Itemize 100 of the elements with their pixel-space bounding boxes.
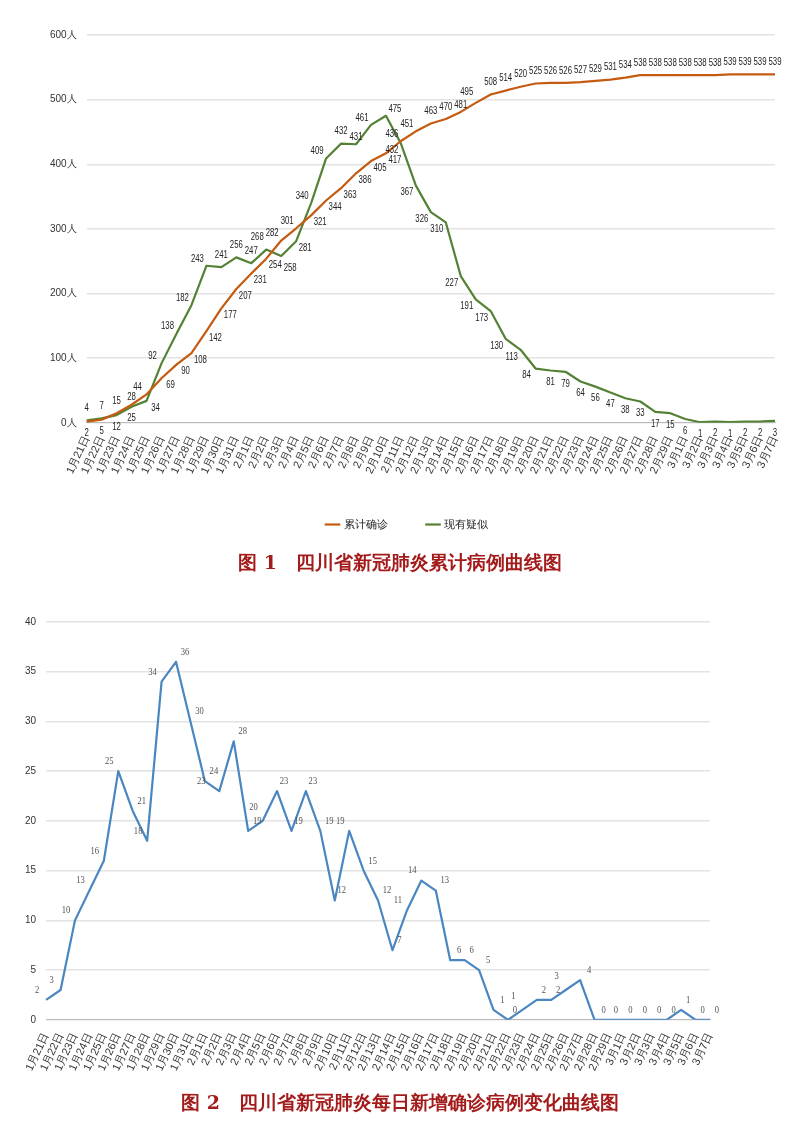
data-label: 2 [556, 982, 561, 996]
data-label: 405 [373, 161, 387, 174]
data-label: 21 [137, 793, 147, 807]
y-tick-label: 20 [25, 814, 37, 826]
data-label: 0 [601, 1002, 606, 1015]
data-label: 182 [175, 292, 189, 304]
data-label: 24 [209, 763, 219, 777]
data-label: 34 [148, 664, 157, 677]
data-label: 16 [90, 843, 100, 856]
data-label: 142 [208, 331, 222, 344]
data-label: 7 [397, 933, 402, 946]
data-label: 282 [265, 227, 279, 239]
data-label: 531 [603, 61, 617, 73]
data-label: 539 [723, 56, 737, 68]
y-tick-label: 400人 [50, 158, 77, 170]
data-label: 247 [244, 245, 258, 257]
data-label: 520 [514, 68, 528, 80]
data-label: 4 [84, 402, 89, 414]
data-label: 7 [99, 400, 104, 412]
y-tick-label: 10 [25, 914, 37, 926]
y-tick-label: 0人 [61, 416, 77, 428]
data-label: 301 [280, 215, 294, 227]
data-label: 6 [469, 943, 474, 956]
data-label: 6 [683, 424, 688, 436]
data-label: 113 [505, 350, 518, 362]
data-label: 25 [127, 412, 136, 424]
text: 图 1 四川省新冠肺炎累计病例曲线图 [237, 550, 563, 575]
legend-label: 现有疑似 [444, 517, 488, 530]
data-label: 0 [642, 1002, 648, 1015]
data-label: 258 [283, 261, 297, 274]
data-label: 191 [460, 300, 474, 312]
data-label: 363 [343, 189, 357, 201]
data-label: 6 [457, 943, 462, 956]
legend-label: 累计确诊 [343, 517, 388, 530]
data-label: 17 [650, 417, 660, 429]
y-tick-label: 30 [25, 715, 37, 727]
y-tick-label: 0 [30, 1013, 37, 1025]
data-label: 461 [355, 111, 369, 123]
y-tick-label: 100人 [50, 351, 77, 363]
y-tick-label: 25 [25, 764, 37, 776]
y-tick-label: 600人 [50, 28, 77, 40]
data-label: 508 [484, 76, 498, 88]
data-label: 19 [325, 813, 334, 826]
data-label: 5 [485, 952, 491, 966]
data-label: 0 [700, 1002, 705, 1015]
data-label: 1 [511, 988, 516, 1002]
data-label: 321 [313, 216, 327, 228]
y-tick-label: 40 [25, 615, 37, 627]
data-label: 28 [127, 391, 136, 403]
data-label: 538 [678, 56, 692, 69]
data-label: 0 [613, 1002, 619, 1015]
data-label: 514 [499, 72, 513, 84]
data-label: 431 [349, 131, 363, 143]
data-label: 527 [573, 64, 587, 76]
data-label: 34 [151, 401, 160, 413]
data-label: 539 [738, 56, 752, 68]
data-label: 23 [279, 773, 289, 787]
data-label: 0 [671, 1002, 676, 1015]
data-label: 495 [460, 85, 474, 97]
data-label: 1 [685, 992, 691, 1006]
data-label: 0 [714, 1002, 720, 1015]
data-label: 25 [105, 754, 114, 767]
data-label: 538 [633, 56, 647, 69]
data-label: 256 [229, 239, 243, 251]
data-label: 0 [512, 1002, 518, 1015]
data-label: 130 [490, 339, 504, 351]
data-label: 47 [606, 398, 615, 410]
data-label: 243 [190, 252, 204, 264]
data-label: 538 [663, 56, 677, 69]
data-label: 451 [400, 118, 414, 130]
data-label: 84 [522, 369, 531, 381]
data-label: 340 [295, 189, 309, 202]
data-label: 11 [393, 893, 403, 906]
data-label: 173 [475, 311, 489, 323]
data-label: 1 [500, 992, 505, 1006]
data-label: 310 [430, 223, 444, 235]
data-label: 3 [772, 426, 778, 438]
data-label: 326 [415, 212, 429, 225]
data-label: 475 [388, 102, 402, 114]
data-label: 69 [166, 379, 175, 391]
data-label: 470 [439, 100, 453, 113]
data-label: 15 [112, 394, 121, 407]
data-label: 23 [197, 773, 206, 787]
data-label: 344 [328, 201, 342, 213]
data-label: 38 [621, 404, 630, 416]
data-label: 13 [76, 873, 85, 886]
data-label: 432 [334, 125, 348, 137]
data-label: 5 [99, 425, 104, 437]
data-label: 90 [181, 365, 190, 377]
data-label: 0 [657, 1002, 662, 1015]
data-label: 2 [541, 982, 547, 996]
data-label: 81 [546, 376, 555, 388]
data-label: 23 [308, 773, 318, 787]
data-label: 539 [768, 56, 782, 68]
data-label: 19 [252, 813, 262, 826]
data-label: 14 [408, 863, 417, 876]
data-label: 15 [665, 418, 675, 431]
data-label: 36 [180, 644, 190, 657]
data-label: 30 [195, 704, 204, 717]
data-label: 15 [368, 853, 377, 866]
